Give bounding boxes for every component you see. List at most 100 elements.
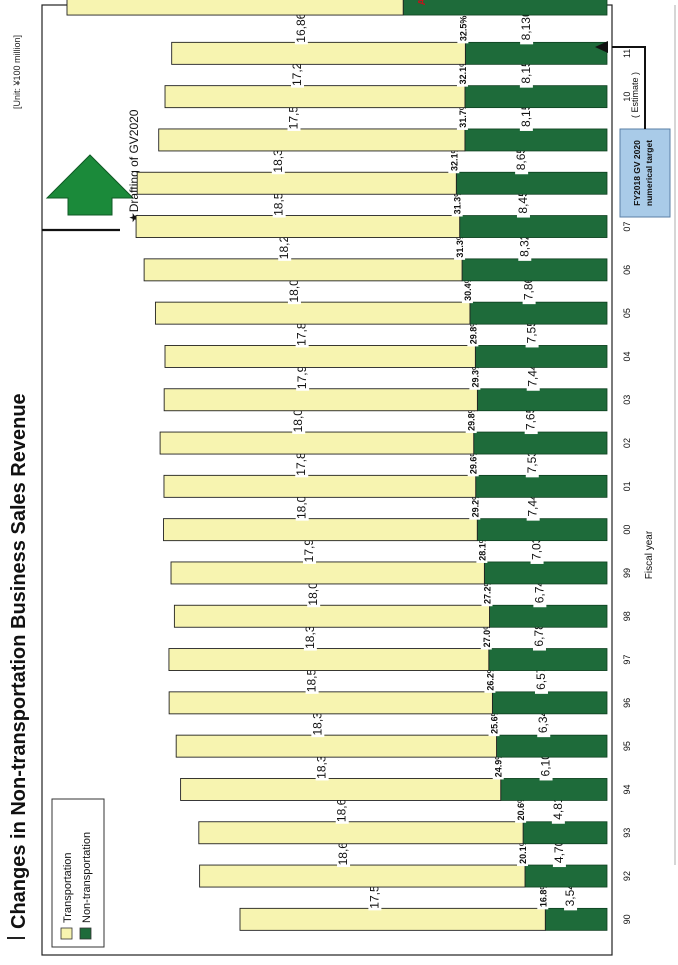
x-tick-label: 92 (622, 871, 632, 881)
bar-non-transportation (475, 474, 608, 498)
bar-transportation (180, 777, 502, 801)
bar-transportation (159, 431, 475, 455)
x-tick-label: 05 (622, 308, 632, 318)
bar-transportation (173, 604, 490, 628)
chart-title: Changes in Non-transportation Business S… (8, 393, 30, 929)
share-label: 29.8% (468, 319, 478, 345)
share-label: 32.1% (449, 145, 459, 171)
share-label: 20.6% (516, 795, 526, 821)
x-tick-label: 02 (622, 438, 632, 448)
bar-transportation (171, 41, 466, 65)
share-label: 28.1% (477, 535, 487, 561)
legend-label-transportation: Transportation (62, 852, 74, 923)
x-tick-label: 00 (622, 525, 632, 535)
share-label: 27.0% (482, 622, 492, 648)
legend: Transportation Non-transportation (51, 798, 105, 948)
x-tick-label: 07 (622, 222, 632, 232)
title-bar-mark (7, 937, 25, 939)
bar-non-transportation (461, 258, 608, 282)
target-box-label-line2: numerical target (644, 140, 654, 206)
share-label: 26.2% (485, 665, 495, 691)
x-tick-label: 97 (622, 655, 632, 665)
target-arrowhead-icon (595, 41, 608, 53)
bar-transportation (163, 474, 477, 498)
bars-group: 3,54216.8%17,5274,70720.1%18,6804,81620.… (66, 0, 608, 931)
share-label: 30.4% (463, 275, 473, 301)
x-tick-label: 94 (622, 784, 632, 794)
legend-box (51, 798, 105, 948)
x-tick-label: 04 (622, 351, 632, 361)
x-tick-label: 11 (622, 49, 632, 58)
drafting-label: ★Drafting of GV2020 (127, 109, 141, 223)
share-label: 31.3% (455, 232, 465, 258)
share-label: 32.1% (458, 59, 468, 85)
bar-non-transportation (473, 431, 608, 455)
share-label: 20.1% (518, 838, 528, 864)
target-arrow-line (612, 46, 646, 129)
bar-transportation (143, 258, 463, 282)
drafting-annotation: ★Drafting of GV2020 (42, 109, 141, 232)
legend-label-non-transportation: Non-transportation (81, 832, 93, 923)
share-label: 29.8% (467, 405, 477, 431)
bar-non-transportation (488, 648, 608, 671)
bar-non-transportation (492, 691, 608, 715)
x-tick-label: 96 (622, 698, 632, 708)
legend-swatch-transportation (60, 927, 73, 940)
target-box-group: FY2018 GV 2020 numerical target (595, 41, 671, 218)
bar-non-transportation (455, 171, 608, 195)
target-bar-non-transportation (402, 0, 608, 16)
target-box-label-line1: FY2018 GV 2020 (632, 140, 642, 206)
bar-non-transportation (464, 128, 608, 152)
share-label: 24.9% (494, 752, 504, 778)
x-tick-label: 06 (622, 265, 632, 275)
share-label: 31.3% (453, 189, 463, 215)
x-tick-label: 93 (622, 828, 632, 838)
x-tick-label: 01 (622, 481, 632, 491)
x-tick-label: 10 (622, 92, 632, 102)
unit-label: [Unit: ¥100 million] (12, 35, 22, 109)
bar-non-transportation (474, 345, 608, 368)
bar-non-transportation (459, 215, 608, 238)
legend-swatch-non-transportation (79, 927, 92, 940)
bar-non-transportation (524, 864, 608, 888)
share-label: 25.6% (490, 708, 500, 734)
bar-non-transportation (522, 821, 608, 845)
share-label: 32.5% (458, 16, 468, 42)
bar-transportation (163, 518, 478, 542)
share-label: 29.2% (470, 492, 480, 518)
bar-transportation (164, 85, 466, 109)
bar-transportation (175, 734, 497, 758)
bar-non-transportation (500, 778, 608, 801)
bar-transportation (198, 821, 524, 845)
bar-non-transportation (464, 85, 608, 109)
bar-non-transportation (489, 604, 608, 628)
share-label: 27.2% (482, 578, 492, 604)
x-tick-label: 90 (622, 914, 632, 924)
bar-non-transportation (464, 41, 608, 65)
share-label: 29.3% (470, 362, 480, 388)
share-label: 16.8% (538, 882, 548, 908)
up-arrow-icon (45, 154, 135, 216)
bar-transportation (239, 907, 546, 931)
bar-transportation (154, 301, 471, 325)
x-tick-label: 95 (622, 741, 632, 751)
x-tick-label: 99 (622, 568, 632, 578)
bar-non-transportation (476, 518, 608, 542)
value-label-bg (520, 6, 534, 45)
bar-transportation (199, 864, 526, 888)
x-axis-title: Fiscal year (644, 530, 655, 579)
bar-non-transportation (469, 301, 608, 325)
share-label: 29.6% (469, 449, 479, 475)
value-label-non-transportation: 8,130 (519, 10, 533, 40)
bar-transportation (170, 561, 485, 585)
target-bar-transportation (66, 0, 404, 16)
bar-transportation (164, 345, 476, 368)
target-approx-label: Approx. 40% (417, 0, 428, 5)
share-label-bg (457, 13, 469, 44)
bar-transportation (163, 388, 478, 412)
bar-transportation (135, 215, 461, 238)
estimate-label: ( Estimate ) (630, 72, 640, 118)
bar-non-transportation (496, 734, 608, 758)
bar-non-transportation (483, 561, 608, 585)
